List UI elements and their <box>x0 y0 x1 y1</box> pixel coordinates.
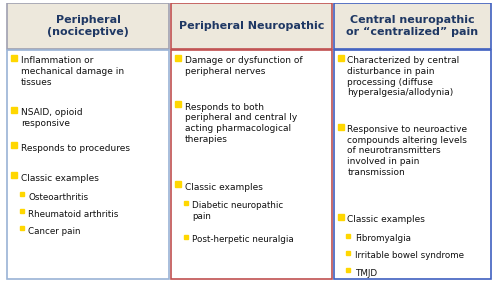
FancyBboxPatch shape <box>7 3 169 49</box>
Text: Classic examples: Classic examples <box>348 215 425 224</box>
Text: Damage or dysfunction of
peripheral nerves: Damage or dysfunction of peripheral nerv… <box>185 56 302 76</box>
Text: Classic examples: Classic examples <box>185 183 262 192</box>
Text: NSAID, opioid
responsive: NSAID, opioid responsive <box>21 108 83 128</box>
Text: Responsive to neuroactive
compounds altering levels
of neurotransmitters
involve: Responsive to neuroactive compounds alte… <box>348 125 468 177</box>
Text: Diabetic neuropathic
pain: Diabetic neuropathic pain <box>192 201 283 221</box>
Text: Characterized by central
disturbance in pain
processing (diffuse
hyperalgesia/al: Characterized by central disturbance in … <box>348 56 460 97</box>
Text: Post-herpetic neuralgia: Post-herpetic neuralgia <box>192 235 294 244</box>
Text: Responds to both
peripheral and central ly
acting pharmacological
therapies: Responds to both peripheral and central … <box>185 103 297 144</box>
Text: Responds to procedures: Responds to procedures <box>21 144 130 153</box>
Text: Irritable bowel syndrome: Irritable bowel syndrome <box>355 251 464 260</box>
Text: Osteoarthritis: Osteoarthritis <box>28 192 89 201</box>
FancyBboxPatch shape <box>334 3 491 49</box>
Text: Cancer pain: Cancer pain <box>28 227 81 236</box>
Text: TMJD: TMJD <box>355 269 377 278</box>
Text: Central neuropathic
or “centralized” pain: Central neuropathic or “centralized” pai… <box>346 14 478 37</box>
FancyBboxPatch shape <box>171 50 332 279</box>
Text: Fibromyalgia: Fibromyalgia <box>355 234 411 243</box>
Text: Classic examples: Classic examples <box>21 174 99 183</box>
FancyBboxPatch shape <box>334 50 491 279</box>
FancyBboxPatch shape <box>171 3 332 49</box>
Text: Rheumatoid arthritis: Rheumatoid arthritis <box>28 210 119 219</box>
Text: Peripheral
(nociceptive): Peripheral (nociceptive) <box>47 14 129 37</box>
Text: Peripheral Neuropathic: Peripheral Neuropathic <box>179 21 324 31</box>
Text: Inflammation or
mechanical damage in
tissues: Inflammation or mechanical damage in tis… <box>21 56 124 87</box>
FancyBboxPatch shape <box>7 50 169 279</box>
